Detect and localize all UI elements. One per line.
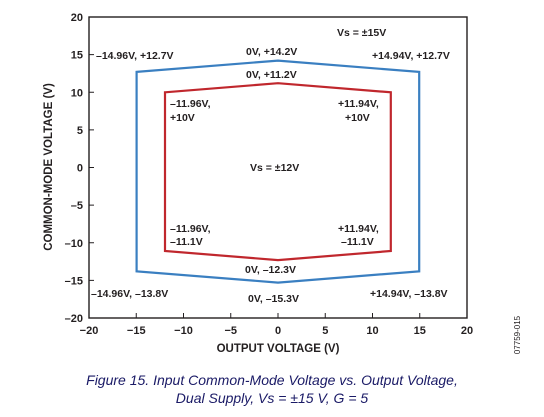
y-tick-label: –20 — [65, 313, 83, 325]
legend-vs12-text: Vs = ±12V — [250, 162, 299, 174]
x-tick-label: 10 — [366, 325, 378, 337]
chart: −20 −15 −10 −5 0 5 10 15 20 20151050–5–10–15–20 … — [43, 12, 522, 355]
x-tick-label: −10 — [174, 325, 193, 337]
x-tick-label: −5 — [224, 325, 237, 337]
x-tick-label: −15 — [127, 325, 146, 337]
series-line-0 — [135, 59, 421, 284]
label-red-bottom-right-2: –11.1V — [341, 236, 374, 248]
x-tick-label: 0 — [275, 325, 281, 337]
label-red-top-right-2: +10V — [345, 112, 370, 124]
caption-line-2: Dual Supply, Vs = ±15 V, G = 5 — [175, 390, 369, 406]
x-tick-label: 5 — [322, 325, 328, 337]
label-red-top-right-1: +11.94V, — [338, 98, 379, 110]
y-tick-label: 15 — [71, 50, 83, 62]
label-blue-bottom-center: 0V, –15.3V — [248, 293, 299, 305]
annotations: Vs = ±15V Vs = ±12V –14.96V, +12.7V 0V, … — [91, 27, 450, 305]
label-red-top-left-2: +10V — [170, 112, 195, 124]
legend-vs15: Vs = ±15V — [337, 27, 386, 39]
y-tick-label: –15 — [65, 275, 83, 287]
y-tick-label: 10 — [71, 87, 83, 99]
label-blue-bottom-left: –14.96V, –13.8V — [91, 288, 168, 300]
label-red-bottom-left-1: –11.96V, — [170, 223, 211, 235]
figure-id: 07759-015 — [513, 315, 522, 354]
y-tick-labels: 20 15 10 5 0 –5 –10 –15 –20 — [65, 12, 83, 325]
series-layer — [135, 59, 421, 284]
label-blue-top-right: +14.94V, +12.7V — [372, 50, 450, 62]
label-blue-top-center: 0V, +14.2V — [246, 46, 297, 58]
label-red-bottom-left-2: –11.1V — [170, 236, 203, 248]
x-tick-label: 15 — [414, 325, 426, 337]
plot-frame — [88, 16, 468, 319]
series-line-1 — [163, 82, 392, 262]
y-tick-label: 20 — [71, 12, 83, 24]
x-tick-labels: −20 −15 −10 −5 0 5 10 15 20 — [80, 325, 473, 337]
x-tick-label: −20 — [80, 325, 99, 337]
y-axis-title: COMMON-MODE VOLTAGE (V) — [43, 83, 55, 251]
label-red-top-left-1: –11.96V, — [170, 98, 211, 110]
x-tick-label: 20 — [461, 325, 473, 337]
legend-vs15-text: Vs = ±15V — [337, 27, 386, 39]
y-tick-label: –5 — [71, 200, 83, 212]
y-tick-label: 5 — [77, 125, 83, 137]
label-blue-top-left: –14.96V, +12.7V — [96, 50, 174, 62]
label-blue-bottom-right: +14.94V, –13.8V — [370, 288, 448, 300]
y-tick-label: 0 — [77, 163, 83, 175]
caption-line-1: Figure 15. Input Common-Mode Voltage vs.… — [86, 372, 458, 388]
legend-vs12: Vs = ±12V — [250, 162, 299, 174]
x-axis-title: OUTPUT VOLTAGE (V) — [217, 343, 340, 355]
y-tick-label: –10 — [65, 238, 83, 250]
label-red-bottom-center: 0V, –12.3V — [245, 264, 296, 276]
label-red-top-center: 0V, +11.2V — [246, 69, 297, 81]
label-red-bottom-right-1: +11.94V, — [338, 223, 379, 235]
